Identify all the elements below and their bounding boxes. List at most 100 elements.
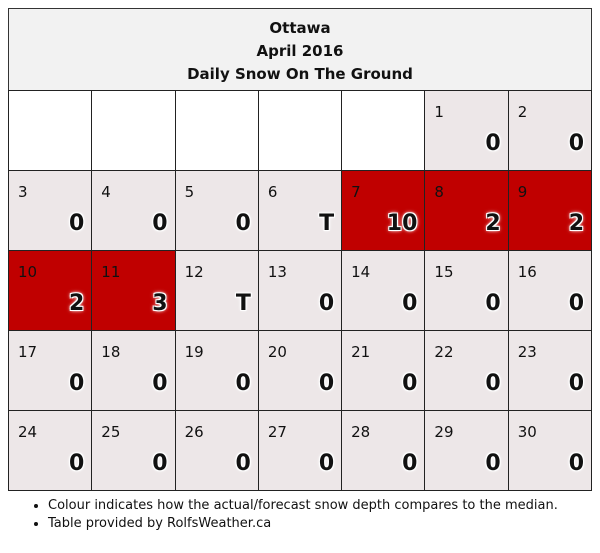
snow-depth-value: 0 (485, 131, 501, 156)
day-number: 27 (267, 423, 287, 441)
calendar-day-cell: 13 0 (257, 250, 343, 331)
calendar-week-row: 24 0 25 0 26 0 27 0 28 0 29 0 30 0 (7, 410, 593, 491)
snow-depth-value: 0 (568, 291, 584, 316)
calendar-day-cell: 7 10 (341, 170, 426, 251)
calendar-day-cell: 14 0 (341, 250, 426, 331)
snow-depth-value: 0 (402, 371, 418, 396)
day-number: 28 (351, 423, 371, 441)
snow-depth-value: 0 (235, 451, 251, 476)
day-number: 3 (18, 183, 28, 201)
calendar-day-cell: 30 0 (507, 410, 593, 491)
month-title: April 2016 (256, 42, 344, 60)
snow-calendar: Ottawa April 2016 Daily Snow On The Grou… (7, 8, 593, 491)
snow-depth-value: 0 (68, 371, 85, 396)
calendar-day-cell: 27 0 (257, 410, 343, 491)
snow-depth-value: 0 (568, 371, 584, 396)
calendar-day-cell: 23 0 (507, 330, 593, 411)
calendar-empty-cell (91, 90, 176, 171)
day-number: 21 (351, 343, 371, 361)
day-number: 6 (267, 183, 278, 201)
calendar-empty-cell (7, 90, 93, 171)
calendar-day-cell: 25 0 (91, 410, 176, 491)
day-number: 8 (434, 183, 444, 201)
snow-depth-value: 0 (152, 211, 168, 236)
notes-list: Colour indicates how the actual/forecast… (8, 497, 558, 533)
snow-depth-value: T (319, 211, 335, 236)
day-number: 7 (351, 183, 361, 201)
snow-depth-value: 0 (402, 451, 418, 476)
day-number: 4 (101, 183, 111, 201)
calendar-week-row: 17 0 18 0 19 0 20 0 21 0 22 0 23 0 (7, 330, 593, 411)
snow-depth-value: 0 (152, 451, 168, 476)
day-number: 14 (351, 263, 371, 281)
snow-depth-value: 0 (152, 371, 168, 396)
snow-depth-value: 0 (235, 211, 251, 236)
calendar-day-cell: 11 3 (91, 250, 176, 331)
day-number: 18 (101, 343, 121, 361)
snow-depth-value: 0 (318, 371, 335, 396)
day-number: 19 (184, 343, 204, 361)
day-number: 25 (101, 423, 121, 441)
day-number: 23 (517, 343, 537, 361)
calendar-day-cell: 16 0 (507, 250, 593, 331)
snow-depth-value: 10 (386, 211, 418, 236)
calendar-day-cell: 24 0 (7, 410, 93, 491)
day-number: 2 (517, 103, 528, 121)
snow-depth-value: T (235, 291, 251, 316)
calendar-empty-cell (341, 90, 426, 171)
snow-depth-value: 0 (485, 291, 501, 316)
day-number: 30 (517, 423, 537, 441)
calendar-day-cell: 28 0 (341, 410, 426, 491)
day-number: 26 (184, 423, 204, 441)
day-number: 20 (267, 343, 287, 361)
note-credit: Table provided by RolfsWeather.ca (48, 515, 558, 533)
calendar-day-cell: 22 0 (424, 330, 509, 411)
snow-depth-value: 0 (235, 371, 251, 396)
snow-depth-value: 0 (485, 371, 501, 396)
snow-depth-value: 0 (318, 451, 335, 476)
snow-depth-value: 2 (485, 211, 501, 236)
calendar-day-cell: 20 0 (257, 330, 343, 411)
calendar-day-cell: 26 0 (174, 410, 259, 491)
calendar-day-cell: 10 2 (7, 250, 93, 331)
day-number: 5 (184, 183, 195, 201)
calendar-week-row: 3 0 4 0 5 0 6 T 7 10 8 2 9 2 (7, 170, 593, 251)
calendar-empty-cell (174, 90, 259, 171)
snow-depth-value: 0 (68, 451, 85, 476)
snow-depth-value: 0 (568, 131, 584, 156)
note-colour: Colour indicates how the actual/forecast… (48, 497, 558, 515)
calendar-day-cell: 12 T (174, 250, 259, 331)
day-number: 17 (18, 343, 38, 361)
day-number: 16 (517, 263, 537, 281)
day-number: 12 (184, 263, 204, 281)
snow-depth-value: 0 (485, 451, 501, 476)
calendar-header: Ottawa April 2016 Daily Snow On The Grou… (8, 8, 592, 90)
snow-depth-value: 0 (402, 291, 418, 316)
snow-depth-value: 3 (152, 291, 168, 316)
calendar-week-row: 10 2 11 3 12 T 13 0 14 0 15 0 16 0 (7, 250, 593, 331)
day-number: 11 (101, 263, 121, 281)
day-number: 24 (18, 423, 38, 441)
calendar-day-cell: 18 0 (91, 330, 176, 411)
day-number: 10 (18, 263, 38, 281)
snow-depth-value: 2 (568, 211, 584, 236)
snow-depth-value: 0 (318, 291, 335, 316)
calendar-day-cell: 15 0 (424, 250, 509, 331)
snow-depth-value: 0 (68, 211, 85, 236)
snow-depth-value: 0 (568, 451, 584, 476)
day-number: 15 (434, 263, 454, 281)
calendar-day-cell: 29 0 (424, 410, 509, 491)
city-title: Ottawa (269, 19, 331, 37)
calendar-empty-cell (257, 90, 343, 171)
calendar-day-cell: 19 0 (174, 330, 259, 411)
calendar-grid: 1 0 2 0 3 0 4 0 5 0 6 T 7 10 8 2 9 2 10 2 11 3 12 T 13 0 14 0 15 0 16 0… (7, 90, 593, 491)
day-number: 13 (267, 263, 287, 281)
